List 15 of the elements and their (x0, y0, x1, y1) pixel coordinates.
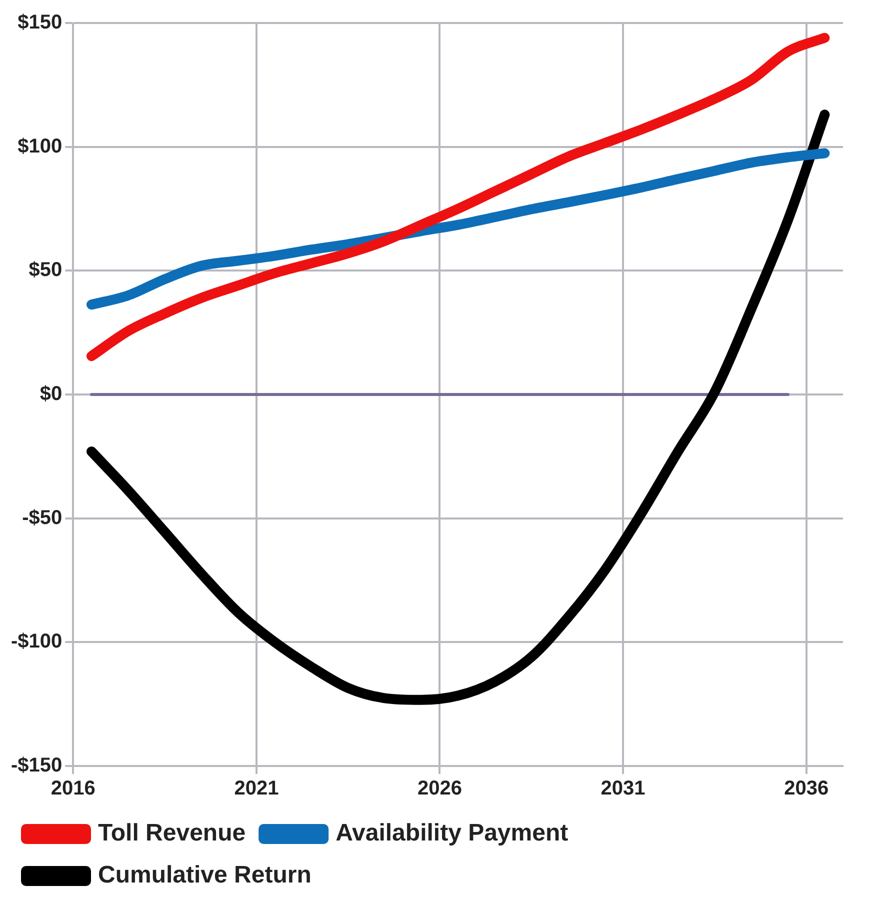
y-tick-label: $150 (18, 12, 62, 34)
x-tick-label: 2036 (784, 778, 829, 800)
y-tick-label: $100 (18, 135, 62, 158)
y-tick-label: $0 (40, 383, 62, 406)
x-tick-label: 2026 (417, 778, 462, 800)
legend-label: Cumulative Return (98, 862, 312, 889)
y-tick-label: -$50 (22, 506, 62, 529)
legend-label: Availability Payment (336, 820, 568, 847)
x-tick-label: 2031 (600, 778, 646, 800)
y-tick-label: $50 (28, 259, 62, 282)
x-tick-label: 2016 (50, 778, 96, 800)
y-tick-label: -$150 (10, 754, 62, 777)
legend-label: Toll Revenue (98, 820, 246, 847)
y-tick-label: -$100 (10, 630, 62, 653)
x-tick-label: 2021 (234, 778, 279, 800)
